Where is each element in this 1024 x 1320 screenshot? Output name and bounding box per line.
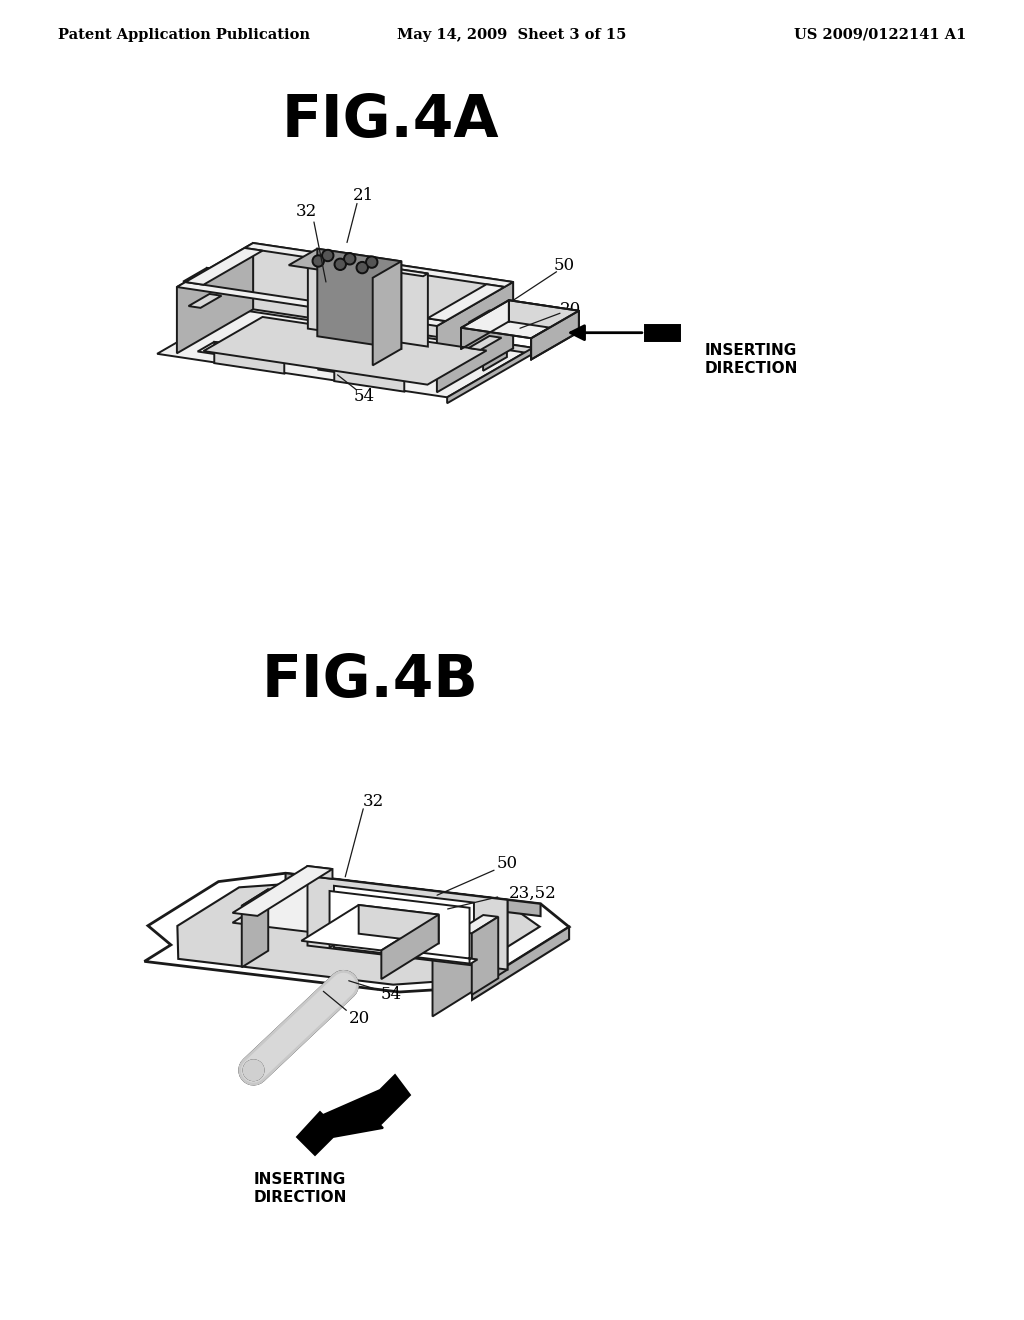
Text: May 14, 2009  Sheet 3 of 15: May 14, 2009 Sheet 3 of 15 <box>397 28 627 42</box>
Polygon shape <box>207 268 227 289</box>
Polygon shape <box>242 890 268 968</box>
Polygon shape <box>447 347 532 403</box>
Text: DIRECTION: DIRECTION <box>705 362 798 376</box>
Polygon shape <box>334 360 404 392</box>
Text: 54: 54 <box>354 388 375 405</box>
Polygon shape <box>307 866 333 879</box>
Polygon shape <box>177 243 253 354</box>
Polygon shape <box>144 874 569 993</box>
Polygon shape <box>334 886 474 964</box>
Polygon shape <box>243 305 532 354</box>
Text: DIRECTION: DIRECTION <box>253 1191 347 1205</box>
Polygon shape <box>188 268 221 282</box>
Polygon shape <box>472 927 569 999</box>
Circle shape <box>368 259 376 267</box>
Polygon shape <box>330 891 477 965</box>
Polygon shape <box>253 243 513 348</box>
Polygon shape <box>472 917 499 995</box>
Circle shape <box>358 264 367 272</box>
Polygon shape <box>317 248 401 348</box>
Polygon shape <box>303 256 428 276</box>
Polygon shape <box>297 1074 410 1155</box>
Polygon shape <box>188 294 221 308</box>
Text: 20: 20 <box>349 1010 370 1027</box>
Polygon shape <box>373 261 401 366</box>
Polygon shape <box>381 915 438 979</box>
Circle shape <box>324 252 332 260</box>
Polygon shape <box>307 876 508 970</box>
Text: US 2009/0122141 A1: US 2009/0122141 A1 <box>794 28 966 42</box>
Polygon shape <box>469 310 502 325</box>
Text: INSERTING: INSERTING <box>254 1172 346 1188</box>
Circle shape <box>334 259 346 271</box>
Polygon shape <box>286 874 541 916</box>
Polygon shape <box>308 256 428 347</box>
Circle shape <box>314 257 323 265</box>
Text: Patent Application Publication: Patent Application Publication <box>58 28 310 42</box>
Polygon shape <box>242 890 284 908</box>
Polygon shape <box>185 248 262 285</box>
Polygon shape <box>469 337 502 350</box>
Circle shape <box>244 1060 263 1080</box>
Polygon shape <box>177 883 540 985</box>
Circle shape <box>346 255 353 263</box>
Text: 32: 32 <box>362 793 384 810</box>
Polygon shape <box>645 325 680 341</box>
Circle shape <box>344 253 355 265</box>
Polygon shape <box>427 284 505 321</box>
Polygon shape <box>531 310 579 359</box>
Polygon shape <box>483 313 507 346</box>
Text: 50: 50 <box>497 855 517 871</box>
Text: 23,52: 23,52 <box>509 884 556 902</box>
Text: 54: 54 <box>380 986 401 1003</box>
Text: 50: 50 <box>554 257 575 275</box>
Polygon shape <box>183 268 227 285</box>
Text: FIG.4A: FIG.4A <box>282 91 499 149</box>
Polygon shape <box>183 293 227 310</box>
Circle shape <box>366 256 378 268</box>
Text: 20: 20 <box>559 301 581 318</box>
Polygon shape <box>214 342 285 374</box>
Polygon shape <box>317 360 404 380</box>
Text: INSERTING: INSERTING <box>705 343 797 358</box>
Circle shape <box>336 260 344 268</box>
Polygon shape <box>157 305 532 397</box>
Text: 21: 21 <box>352 187 374 205</box>
Polygon shape <box>461 300 579 338</box>
Polygon shape <box>245 243 513 286</box>
Text: FIG.4B: FIG.4B <box>261 652 478 709</box>
Circle shape <box>322 249 334 261</box>
Polygon shape <box>232 866 333 916</box>
Text: 32: 32 <box>295 203 316 220</box>
Polygon shape <box>207 293 227 315</box>
Polygon shape <box>204 317 486 384</box>
Polygon shape <box>177 282 445 326</box>
Polygon shape <box>509 300 579 333</box>
Polygon shape <box>232 876 508 946</box>
Polygon shape <box>483 338 507 371</box>
Polygon shape <box>437 282 513 392</box>
Polygon shape <box>457 915 499 933</box>
Circle shape <box>312 255 325 267</box>
Polygon shape <box>301 906 438 950</box>
Polygon shape <box>289 248 401 277</box>
Polygon shape <box>432 900 508 1016</box>
Polygon shape <box>198 342 285 362</box>
Circle shape <box>356 261 369 273</box>
Polygon shape <box>463 310 507 326</box>
Polygon shape <box>463 335 507 352</box>
Polygon shape <box>358 906 438 944</box>
